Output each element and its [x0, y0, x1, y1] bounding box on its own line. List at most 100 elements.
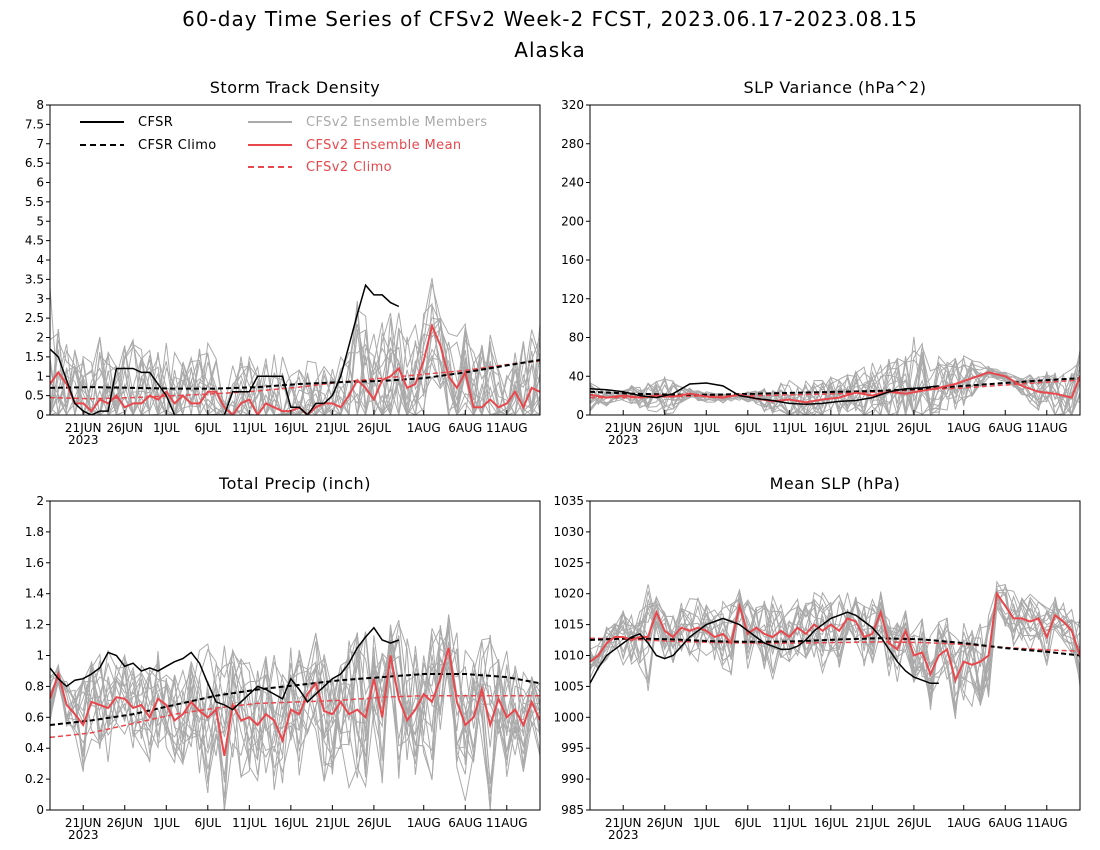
- ensemble-member-line: [590, 599, 1080, 697]
- ensemble-mean-line: [590, 371, 1080, 404]
- cfsr-line: [50, 283, 400, 415]
- chart-panel-1: Storm Track Density 0 0.5 1 1.5 2 2.5 3 3.5 4 4.5 5…: [25, 78, 541, 447]
- figure-subtitle: Alaska: [514, 38, 585, 62]
- x-tick-label: 6JUL: [734, 421, 761, 435]
- x-tick-label: 6AUG: [988, 421, 1022, 435]
- chart-panel-4: Mean SLP (hPa) 985 990 995 1000 1005 1010 1015 1…: [553, 474, 1081, 842]
- ensemble-member-line: [50, 323, 540, 415]
- y-tick-label: 1.6: [25, 556, 44, 570]
- plot-area: [590, 336, 1080, 415]
- legend-cfsr-climo-label: CFSR Climo: [138, 138, 217, 153]
- x-tick-label: 11JUL: [232, 421, 267, 435]
- y-tick-label: 1.4: [25, 587, 44, 601]
- x-tick-label: 26JUN: [646, 816, 683, 830]
- x-tick-label: 26JUL: [897, 421, 932, 435]
- y-tick-label: 3.5: [25, 272, 44, 286]
- panel-title: SLP Variance (hPa^2): [744, 78, 927, 97]
- y-tick-label: 120: [561, 292, 584, 306]
- panels: Storm Track Density 0 0.5 1 1.5 2 2.5 3 3.5 4 4.5 5…: [25, 78, 1081, 842]
- x-tick-label: 1AUG: [947, 421, 981, 435]
- x-tick-label: 16JUL: [274, 816, 309, 830]
- ensemble-mean-line: [590, 590, 1080, 684]
- x-tick-label: 21JUN: [65, 421, 102, 435]
- x-tick-label: 26JUL: [897, 816, 932, 830]
- legend-members-label: CFSv2 Ensemble Members: [306, 115, 488, 130]
- x-tick-label: 6JUL: [194, 816, 221, 830]
- plot-frame: [589, 104, 1081, 416]
- ensemble-member-line: [50, 634, 540, 799]
- y-tick-label: 0.4: [25, 741, 44, 755]
- ensemble-member-line: [50, 625, 540, 781]
- legend-cfsv2-climo-label: CFSv2 Climo: [306, 160, 392, 175]
- y-tick-label: 1: [36, 649, 44, 663]
- x-tick-label: 1JUL: [153, 816, 180, 830]
- chart-panel-3: Total Precip (inch) 0 0.2 0.4 0.6 0.8 1 1.2 1.4 1…: [25, 474, 541, 842]
- x-tick-label: 11AUG: [1026, 421, 1068, 435]
- y-tick-label: 0.6: [25, 710, 44, 724]
- ensemble-member-line: [590, 361, 1080, 415]
- x-year-label: 2023: [68, 433, 99, 447]
- x-tick-label: 6AUG: [988, 816, 1022, 830]
- y-tick-label: 1005: [553, 679, 584, 693]
- cfsr-climo-line: [50, 673, 540, 726]
- y-tick-label: 1.2: [25, 618, 44, 632]
- y-tick-label: 1015: [553, 618, 584, 632]
- cfsv2-climo-line: [50, 694, 540, 739]
- y-tick-label: 5: [36, 214, 44, 228]
- figure-title: 60-day Time Series of CFSv2 Week-2 FCST,…: [182, 7, 918, 31]
- y-tick-label: 7.5: [25, 117, 44, 131]
- plot-area: [50, 614, 540, 810]
- x-tick-label: 16JUL: [814, 816, 849, 830]
- panel-title: Total Precip (inch): [218, 474, 371, 493]
- y-tick-label: 4: [36, 253, 44, 267]
- cfsr-climo-line: [590, 377, 1080, 396]
- x-tick-label: 1JUL: [153, 421, 180, 435]
- y-tick-label: 5.5: [25, 195, 44, 209]
- y-tick-label: 1020: [553, 587, 584, 601]
- x-year-label: 2023: [608, 433, 639, 447]
- panel-title: Storm Track Density: [210, 78, 380, 97]
- ensemble-member-line: [590, 342, 1080, 415]
- ensemble-member-line: [50, 316, 540, 415]
- x-tick-label: 26JUN: [106, 816, 143, 830]
- ensemble-member-line: [590, 588, 1080, 711]
- x-tick-label: 1AUG: [407, 421, 441, 435]
- ensemble-mean-line: [50, 322, 540, 415]
- plot-area: [50, 278, 540, 415]
- x-tick-label: 11AUG: [486, 816, 528, 830]
- y-tick-label: 8: [36, 98, 44, 112]
- y-tick-label: 2.5: [25, 311, 44, 325]
- y-tick-label: 0.5: [25, 389, 44, 403]
- cfsv2-climo-line: [590, 637, 1080, 652]
- x-tick-label: 6AUG: [448, 421, 482, 435]
- y-tick-label: 2: [36, 331, 44, 345]
- y-tick-label: 240: [561, 176, 584, 190]
- y-tick-label: 2: [36, 494, 44, 508]
- y-tick-label: 1025: [553, 556, 584, 570]
- y-tick-label: 7: [36, 137, 44, 151]
- ensemble-member-line: [590, 363, 1080, 415]
- ensemble-member-line: [50, 624, 540, 810]
- x-tick-label: 16JUL: [274, 421, 309, 435]
- y-tick-label: 160: [561, 253, 584, 267]
- x-tick-label: 11AUG: [1026, 816, 1068, 830]
- y-tick-label: 990: [561, 772, 584, 786]
- y-tick-label: 280: [561, 137, 584, 151]
- x-tick-label: 1AUG: [947, 816, 981, 830]
- y-tick-label: 80: [569, 331, 584, 345]
- x-tick-label: 1AUG: [407, 816, 441, 830]
- legend-ens-mean-label: CFSv2 Ensemble Mean: [306, 138, 462, 153]
- plot-area: [590, 580, 1080, 719]
- y-tick-label: 6.5: [25, 156, 44, 170]
- x-tick-label: 26JUN: [106, 421, 143, 435]
- cfsr-line: [50, 626, 400, 711]
- y-tick-label: 200: [561, 214, 584, 228]
- ensemble-member-line: [590, 592, 1080, 689]
- plot-frame: [589, 500, 1081, 811]
- y-tick-label: 1000: [553, 710, 584, 724]
- x-year-label: 2023: [608, 828, 639, 842]
- x-tick-label: 21JUL: [855, 816, 890, 830]
- y-tick-label: 985: [561, 803, 584, 817]
- y-tick-label: 4.5: [25, 234, 44, 248]
